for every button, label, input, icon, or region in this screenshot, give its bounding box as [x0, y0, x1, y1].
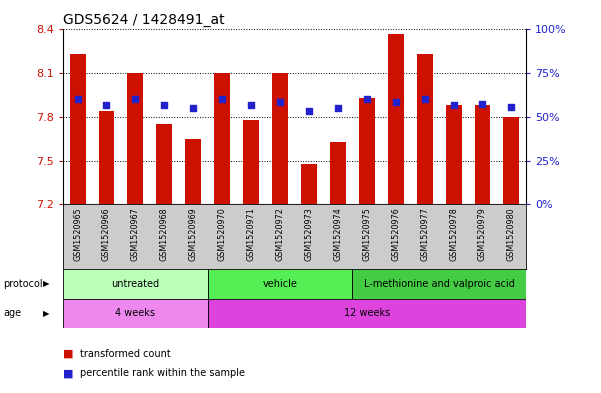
Text: GSM1520973: GSM1520973 — [305, 208, 314, 261]
Bar — [208, 269, 352, 299]
Bar — [504, 117, 519, 204]
Text: GSM1520974: GSM1520974 — [334, 208, 343, 261]
Point — [478, 101, 487, 107]
Text: GSM1520968: GSM1520968 — [160, 208, 169, 261]
Text: GSM1520969: GSM1520969 — [189, 208, 198, 261]
Bar — [416, 54, 433, 204]
Point — [449, 102, 459, 108]
Bar — [99, 111, 114, 204]
Point — [218, 96, 227, 103]
Text: GSM1520972: GSM1520972 — [275, 208, 284, 261]
Bar — [272, 73, 288, 204]
Text: ▶: ▶ — [43, 279, 50, 288]
Point — [130, 96, 140, 103]
Point — [333, 105, 343, 111]
Point — [304, 108, 314, 114]
Point — [102, 102, 111, 108]
Text: GSM1520971: GSM1520971 — [246, 208, 255, 261]
Text: 4 weeks: 4 weeks — [115, 309, 156, 318]
Point — [159, 102, 169, 108]
Bar — [352, 269, 526, 299]
Point — [507, 104, 516, 110]
Text: GSM1520965: GSM1520965 — [73, 208, 82, 261]
Text: GSM1520966: GSM1520966 — [102, 208, 111, 261]
Text: GSM1520976: GSM1520976 — [391, 208, 400, 261]
Text: protocol: protocol — [3, 279, 43, 289]
Text: L-methionine and valproic acid: L-methionine and valproic acid — [364, 279, 514, 289]
Text: GSM1520977: GSM1520977 — [420, 208, 429, 261]
Text: GDS5624 / 1428491_at: GDS5624 / 1428491_at — [63, 13, 225, 27]
Text: GSM1520978: GSM1520978 — [449, 208, 458, 261]
Bar — [208, 299, 526, 328]
Point — [189, 105, 198, 111]
Bar — [185, 139, 201, 204]
Bar — [127, 73, 144, 204]
Text: ■: ■ — [63, 368, 73, 378]
Point — [246, 102, 256, 108]
Text: GSM1520979: GSM1520979 — [478, 208, 487, 261]
Point — [420, 96, 430, 103]
Text: GSM1520967: GSM1520967 — [131, 208, 140, 261]
Bar — [243, 120, 259, 204]
Text: GSM1520975: GSM1520975 — [362, 208, 371, 261]
Text: percentile rank within the sample: percentile rank within the sample — [80, 368, 245, 378]
Bar — [388, 34, 404, 204]
Text: age: age — [3, 309, 21, 318]
Point — [362, 96, 371, 103]
Bar — [214, 73, 230, 204]
Text: GSM1520980: GSM1520980 — [507, 208, 516, 261]
Point — [391, 99, 400, 105]
Text: GSM1520970: GSM1520970 — [218, 208, 227, 261]
Text: vehicle: vehicle — [263, 279, 297, 289]
Text: ▶: ▶ — [43, 309, 50, 318]
Text: transformed count: transformed count — [80, 349, 171, 359]
Bar — [63, 269, 208, 299]
Point — [73, 96, 82, 103]
Bar — [359, 98, 375, 204]
Text: untreated: untreated — [111, 279, 159, 289]
Bar — [156, 124, 172, 204]
Bar — [70, 54, 85, 204]
Bar — [63, 299, 208, 328]
Point — [275, 99, 285, 105]
Bar — [445, 105, 462, 204]
Bar — [475, 105, 490, 204]
Text: 12 weeks: 12 weeks — [344, 309, 390, 318]
Bar — [301, 163, 317, 204]
Bar — [330, 142, 346, 204]
Text: ■: ■ — [63, 349, 73, 359]
